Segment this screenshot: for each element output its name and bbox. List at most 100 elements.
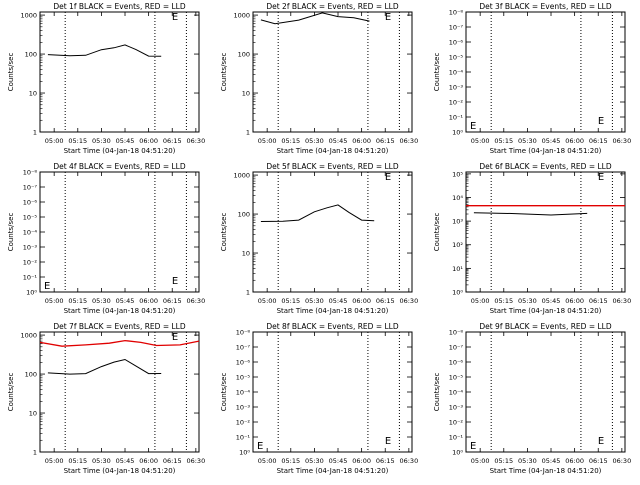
y-tick-label: 10⁻³ xyxy=(449,404,464,412)
x-tick-label: 06:00 xyxy=(352,457,371,465)
corner-e-mark: E xyxy=(598,436,604,447)
x-tick-label: 06:15 xyxy=(163,297,182,305)
left-e-mark: E xyxy=(44,281,50,292)
x-tick-label: 05:30 xyxy=(305,457,324,465)
y-tick-label: 1000 xyxy=(233,172,250,180)
x-axis-label: Start Time (04-Jan-18 04:51:20) xyxy=(277,307,389,315)
x-tick-label: 06:00 xyxy=(139,297,158,305)
x-tick-label: 06:30 xyxy=(186,457,205,465)
y-tick-label: 10 xyxy=(242,90,250,98)
x-tick-label: 05:45 xyxy=(329,297,348,305)
y-axis-label: Counts/sec xyxy=(433,53,441,92)
y-tick-label: 10 xyxy=(29,410,37,418)
y-axis-label: Counts/sec xyxy=(7,373,15,412)
x-tick-label: 06:30 xyxy=(399,457,418,465)
y-tick-label: 1 xyxy=(246,129,250,137)
x-tick-label: 05:00 xyxy=(45,137,64,145)
y-tick-label: 10⁻⁶ xyxy=(23,199,38,207)
corner-e-mark: E xyxy=(598,116,604,127)
x-tick-label: 05:30 xyxy=(518,137,537,145)
x-tick-label: 06:30 xyxy=(399,137,418,145)
x-tick-label: 05:15 xyxy=(494,457,513,465)
x-tick-label: 05:30 xyxy=(518,457,537,465)
x-tick-label: 05:45 xyxy=(329,137,348,145)
x-tick-label: 05:00 xyxy=(471,457,490,465)
events-series-line xyxy=(260,204,375,222)
x-tick-label: 05:15 xyxy=(68,137,87,145)
x-tick-label: 05:00 xyxy=(471,297,490,305)
x-tick-label: 06:30 xyxy=(186,297,205,305)
y-tick-label: 10⁻¹ xyxy=(449,114,464,122)
x-tick-label: 06:00 xyxy=(565,457,584,465)
corner-e-mark: E xyxy=(172,332,178,343)
corner-e-mark: E xyxy=(172,276,178,287)
x-tick-label: 05:00 xyxy=(45,297,64,305)
x-tick-label: 05:00 xyxy=(471,137,490,145)
x-axis-label: Start Time (04-Jan-18 04:51:20) xyxy=(490,307,602,315)
panel-5: Det 5f BLACK = Events, RED = LLD Counts/s… xyxy=(220,162,418,315)
y-axis-label: Counts/sec xyxy=(220,213,228,252)
y-tick-label: 10⁻⁶ xyxy=(449,359,464,367)
y-tick-label: 10⁻⁴ xyxy=(449,389,464,397)
x-tick-label: 05:15 xyxy=(494,137,513,145)
x-tick-label: 05:30 xyxy=(305,297,324,305)
x-tick-label: 06:00 xyxy=(139,137,158,145)
x-axis-label: Start Time (04-Jan-18 04:51:20) xyxy=(64,307,176,315)
x-tick-label: 06:30 xyxy=(612,137,631,145)
left-e-mark: E xyxy=(257,441,263,452)
plot-frame xyxy=(39,11,200,133)
y-tick-label: 100 xyxy=(238,51,250,59)
x-tick-label: 06:00 xyxy=(352,137,371,145)
plot-frame xyxy=(465,171,626,293)
x-tick-label: 06:00 xyxy=(565,297,584,305)
panel-title: Det 5f BLACK = Events, RED = LLD xyxy=(266,162,399,171)
y-tick-label: 1 xyxy=(33,129,37,137)
y-tick-label: 100 xyxy=(25,371,37,379)
x-tick-label: 05:00 xyxy=(258,457,277,465)
corner-e-mark: E xyxy=(172,12,178,23)
y-tick-label: 10⁻⁵ xyxy=(23,214,38,222)
x-tick-label: 05:45 xyxy=(116,137,135,145)
x-tick-label: 05:15 xyxy=(281,457,300,465)
x-tick-label: 06:15 xyxy=(589,297,608,305)
panel-title: Det 3f BLACK = Events, RED = LLD xyxy=(479,2,612,11)
y-tick-label: 10⁻⁷ xyxy=(449,24,464,32)
x-axis-label: Start Time (04-Jan-18 04:51:20) xyxy=(277,467,389,475)
y-tick-label: 10⁻⁷ xyxy=(23,184,38,192)
x-axis-label: Start Time (04-Jan-18 04:51:20) xyxy=(64,467,176,475)
y-tick-label: 10⁻⁷ xyxy=(449,344,464,352)
y-tick-label: 1000 xyxy=(20,332,37,340)
y-tick-label: 10 xyxy=(29,90,37,98)
y-tick-label: 10⁻² xyxy=(449,99,464,107)
x-tick-label: 05:45 xyxy=(542,137,561,145)
y-tick-label: 10⁻⁶ xyxy=(236,359,251,367)
x-tick-label: 05:45 xyxy=(116,297,135,305)
x-tick-label: 05:45 xyxy=(116,457,135,465)
corner-e-mark: E xyxy=(598,172,604,183)
y-tick-label: 10⁰ xyxy=(239,449,250,457)
y-tick-label: 10⁻⁴ xyxy=(236,389,251,397)
y-tick-label: 10⁻⁸ xyxy=(23,169,38,177)
panel-8: Det 8f BLACK = Events, RED = LLD Counts/s… xyxy=(220,322,418,475)
x-tick-label: 05:15 xyxy=(281,297,300,305)
x-tick-label: 05:15 xyxy=(494,297,513,305)
events-series-line xyxy=(47,44,162,57)
x-tick-label: 06:15 xyxy=(163,457,182,465)
x-tick-label: 06:15 xyxy=(376,137,395,145)
x-tick-label: 05:30 xyxy=(92,457,111,465)
x-tick-label: 06:15 xyxy=(376,457,395,465)
y-axis-label: Counts/sec xyxy=(220,53,228,92)
y-axis-label: Counts/sec xyxy=(220,373,228,412)
panel-title: Det 9f BLACK = Events, RED = LLD xyxy=(479,322,612,331)
x-tick-label: 06:30 xyxy=(399,297,418,305)
x-tick-label: 05:45 xyxy=(542,297,561,305)
y-tick-label: 10⁻⁵ xyxy=(449,374,464,382)
x-tick-label: 05:30 xyxy=(518,297,537,305)
plot-frame xyxy=(252,11,413,133)
x-tick-label: 05:15 xyxy=(281,137,300,145)
events-series-line xyxy=(47,358,162,375)
x-axis-label: Start Time (04-Jan-18 04:51:20) xyxy=(490,147,602,155)
events-series-line xyxy=(260,12,370,25)
y-tick-label: 10⁻³ xyxy=(449,84,464,92)
y-tick-label: 1 xyxy=(33,449,37,457)
